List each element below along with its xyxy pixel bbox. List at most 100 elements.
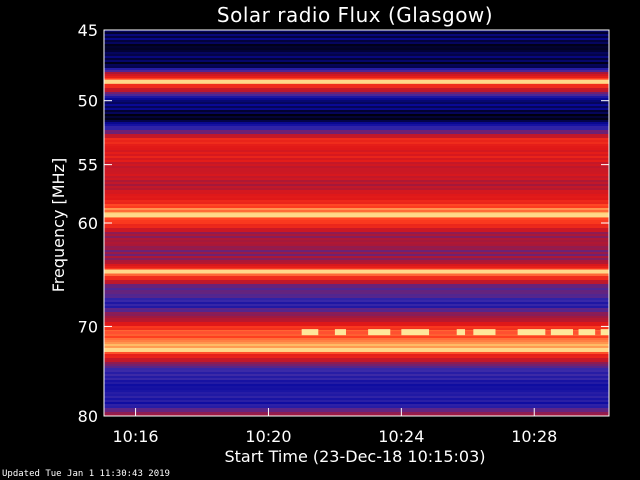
spectrum-row	[104, 390, 609, 392]
spectrum-row	[104, 76, 609, 78]
spectrum-row	[104, 108, 609, 110]
spectrum-row	[104, 118, 609, 120]
spectrum-row	[104, 382, 609, 384]
spectrum-row	[104, 172, 609, 174]
spectrum-row	[104, 126, 609, 128]
spectrum-row	[104, 48, 609, 50]
burst-mark	[550, 329, 574, 336]
spectrum-row	[104, 188, 609, 190]
spectrum-row	[104, 340, 609, 342]
spectrum-row	[104, 212, 609, 214]
burst-mark	[301, 329, 319, 336]
spectrum-row	[104, 398, 609, 400]
spectrum-row	[104, 294, 609, 296]
spectrum-row	[104, 370, 609, 372]
spectrogram-plot-area	[103, 29, 610, 417]
x-axis-label: Start Time (23-Dec-18 10:15:03)	[224, 447, 485, 466]
spectrum-row	[104, 278, 609, 280]
spectrum-row	[104, 122, 609, 124]
spectrum-row	[104, 288, 609, 290]
spectrum-row	[104, 84, 609, 86]
spectrum-row	[104, 44, 609, 46]
spectrum-row	[104, 402, 609, 404]
spectrum-row	[104, 324, 609, 326]
y-tick-label: 60	[78, 214, 98, 233]
spectrum-row	[104, 200, 609, 202]
spectrum-row	[104, 412, 609, 414]
spectrum-row	[104, 104, 609, 106]
burst-mark	[456, 329, 466, 336]
spectrum-row	[104, 174, 609, 176]
spectrum-row	[104, 306, 609, 308]
spectrum-row	[104, 318, 609, 320]
spectrum-row	[104, 88, 609, 90]
spectrum-row	[104, 346, 609, 348]
spectrum-row	[104, 360, 609, 362]
spectrum-row	[104, 364, 609, 366]
spectrum-row	[104, 72, 609, 74]
x-tick-label: 10:16	[113, 427, 159, 446]
spectrum-row	[104, 234, 609, 236]
spectrum-row	[104, 196, 609, 198]
spectrum-row	[104, 292, 609, 294]
spectrum-row	[104, 408, 609, 410]
spectrum-row	[104, 326, 609, 328]
spectrum-row	[104, 226, 609, 228]
spectrum-row	[104, 378, 609, 380]
spectrum-row	[104, 392, 609, 394]
y-tick-label: 55	[78, 156, 98, 175]
spectrum-row	[104, 366, 609, 368]
spectrum-row	[104, 238, 609, 240]
spectrum-row	[104, 224, 609, 226]
x-tick-label: 10:20	[245, 427, 291, 446]
spectrum-row	[104, 194, 609, 196]
spectrum-row	[104, 322, 609, 324]
spectrum-row	[104, 136, 609, 138]
spectrum-row	[104, 372, 609, 374]
spectrum-row	[104, 150, 609, 152]
spectrum-row	[104, 204, 609, 206]
spectrum-row	[104, 34, 609, 36]
spectrum-row	[104, 30, 609, 32]
spectrum-row	[104, 300, 609, 302]
spectrum-row	[104, 330, 609, 332]
spectrum-row	[104, 98, 609, 100]
spectrum-row	[104, 38, 609, 40]
spectrum-row	[104, 186, 609, 188]
spectrum-row	[104, 356, 609, 358]
spectrum-row	[104, 52, 609, 54]
spectrum-row	[104, 338, 609, 340]
spectrum-row	[104, 134, 609, 136]
spectrum-row	[104, 160, 609, 162]
burst-mark	[600, 329, 609, 336]
spectrum-row	[104, 386, 609, 388]
spectrum-row	[104, 110, 609, 112]
spectrum-row	[104, 334, 609, 336]
spectrum-row	[104, 328, 609, 330]
spectrum-row	[104, 342, 609, 344]
spectrum-row	[104, 280, 609, 282]
spectrum-row	[104, 152, 609, 154]
spectrum-row	[104, 232, 609, 234]
spectrum-row	[104, 218, 609, 220]
spectrum-row	[104, 142, 609, 144]
spectrum-row	[104, 380, 609, 382]
spectrum-row	[104, 262, 609, 264]
spectrum-row	[104, 144, 609, 146]
spectrum-row	[104, 368, 609, 370]
burst-band-line	[104, 331, 609, 335]
spectrum-row	[104, 284, 609, 286]
spectrum-row	[104, 166, 609, 168]
spectrum-row	[104, 258, 609, 260]
bright-band	[104, 347, 609, 352]
spectrum-row	[104, 66, 609, 68]
spectrum-row	[104, 60, 609, 62]
spectrum-row	[104, 50, 609, 52]
spectrum-row	[104, 42, 609, 44]
spectrum-row	[104, 384, 609, 386]
spectrum-row	[104, 320, 609, 322]
spectrum-row	[104, 100, 609, 102]
spectrum-row	[104, 240, 609, 242]
spectrum-row	[104, 154, 609, 156]
